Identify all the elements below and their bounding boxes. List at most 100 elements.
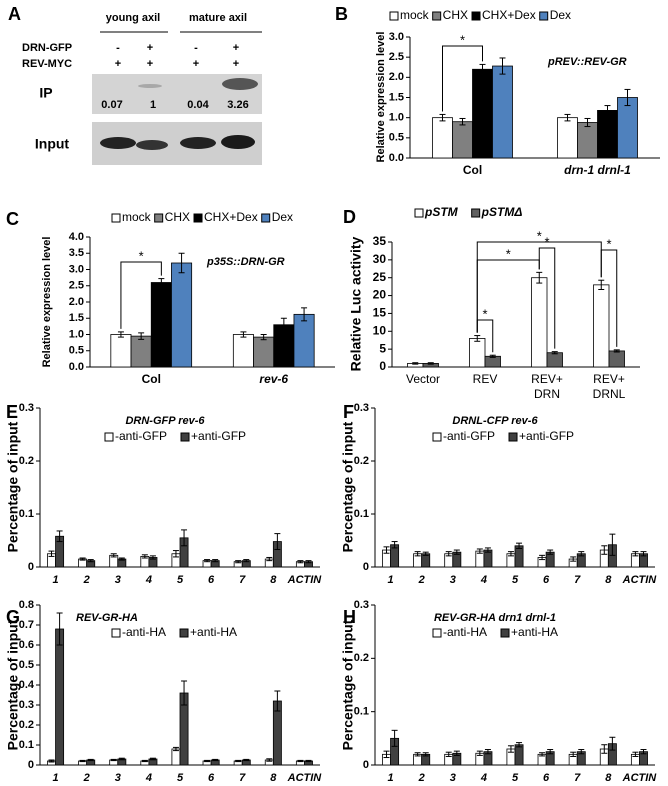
error-bar (547, 749, 554, 755)
legend-swatch (180, 432, 190, 442)
bar (546, 352, 563, 368)
legend-label: CHX (443, 8, 468, 22)
error-bar (87, 758, 94, 762)
bar (253, 336, 275, 368)
group-label: young axil (106, 12, 160, 24)
bar (514, 744, 524, 766)
error-bar (604, 105, 611, 116)
chart: H 0 0.1 0.2 0.3 1 2 3 4 5 6 7 8 ACTIN -anti-HA +anti-HA… (340, 599, 658, 784)
bar (55, 628, 65, 766)
x-tick-label: 3 (450, 772, 456, 784)
x-tick-label: REV+ (531, 372, 563, 386)
error-bar (584, 117, 591, 128)
error-bar (178, 252, 185, 274)
error-bar (507, 745, 514, 753)
panel-a: A young axil mature axil DRN-GFP REV-MYC… (8, 4, 262, 165)
y-tick-label: 25 (373, 270, 387, 284)
y-tick-label: 0.1 (19, 508, 34, 520)
bar (293, 313, 315, 368)
x-tick-label: 8 (605, 772, 612, 784)
error-bar (138, 332, 145, 340)
band (136, 140, 168, 150)
y-tick-label: 0.2 (354, 455, 369, 467)
bar (171, 262, 193, 368)
error-bar (564, 113, 571, 122)
legend-swatch (432, 432, 442, 442)
error-bar (624, 88, 631, 107)
x-tick-label: 5 (512, 574, 519, 586)
x-tick-label: 4 (145, 772, 152, 784)
chart-title: DRN-GFP rev-6 (125, 415, 205, 427)
sign: + (147, 42, 153, 54)
y-tick-label: 0.2 (19, 455, 34, 467)
legend-label: -anti-GFP (115, 429, 167, 443)
y-tick-label: 10 (373, 323, 387, 337)
sign: + (193, 58, 199, 70)
error-bar (489, 354, 496, 358)
error-bar (484, 749, 491, 755)
y-tick-label: 3.5 (69, 247, 84, 259)
x-tick-label: 5 (177, 772, 184, 784)
bar (617, 97, 638, 159)
error-bar (507, 551, 514, 557)
legend-swatch (508, 432, 518, 442)
bar (171, 748, 181, 766)
legend-swatch (432, 628, 442, 638)
bar (469, 338, 486, 368)
error-bar (79, 557, 86, 561)
x-tick-label: 6 (543, 772, 550, 784)
error-bar (172, 550, 179, 558)
y-tick-label: 0.5 (19, 659, 34, 671)
error-bar (297, 759, 304, 763)
legend-label: mock (400, 8, 430, 22)
ip-value: 0.04 (187, 99, 209, 111)
bar (232, 334, 254, 368)
error-bar (212, 758, 219, 762)
y-tick-label: 0.6 (19, 639, 34, 651)
y-tick-label: 35 (373, 234, 387, 248)
error-bar (539, 554, 546, 561)
y-tick-label: 2.5 (389, 51, 404, 63)
bar (110, 334, 132, 368)
y-tick-label: 5 (379, 341, 386, 355)
legend-swatch (432, 11, 442, 21)
error-bar (274, 690, 281, 712)
legend-label: Dex (272, 210, 293, 224)
ip-value: 0.07 (101, 99, 122, 111)
error-bar (476, 548, 483, 554)
significance-mark: * (139, 248, 144, 263)
error-bar (391, 541, 398, 549)
error-bar (570, 751, 577, 757)
chart-title: REV-GR-HA drn1 drnl-1 (434, 612, 556, 624)
error-bar (383, 546, 390, 554)
error-bar (640, 551, 647, 557)
bar (597, 110, 618, 159)
band (138, 84, 162, 88)
legend-swatch (471, 208, 481, 218)
y-tick-label: 2.5 (69, 280, 84, 292)
bar (593, 284, 610, 368)
error-bar (601, 744, 608, 754)
chart: G 0 0.1 0.2 0.3 0.4 0.5 0.6 0.7 0.8 1 2 3 4 5 6 7 8 ACTIN -… (5, 599, 323, 784)
y-tick-label: 0 (28, 561, 34, 573)
x-tick-label: 2 (418, 574, 425, 586)
error-bar (260, 334, 267, 341)
error-bar (632, 751, 639, 757)
error-bar (570, 556, 577, 562)
significance-bracket (476, 259, 540, 333)
bar (150, 282, 172, 368)
y-tick-label: 4.0 (69, 231, 84, 243)
y-tick-label: 0.1 (354, 508, 369, 520)
chart-title: pREV::REV-GR (547, 56, 627, 68)
legend-label: mock (122, 210, 152, 224)
error-bar (453, 549, 460, 555)
y-axis-label: Percentage of input (5, 619, 21, 750)
blot-label: Input (35, 136, 70, 152)
error-bar (117, 331, 124, 338)
legend-label: Dex (550, 8, 571, 22)
error-bar (158, 278, 165, 287)
error-bar (484, 547, 491, 553)
x-tick-label: 1 (52, 574, 58, 586)
y-axis-label: Relative expression level (41, 237, 53, 368)
